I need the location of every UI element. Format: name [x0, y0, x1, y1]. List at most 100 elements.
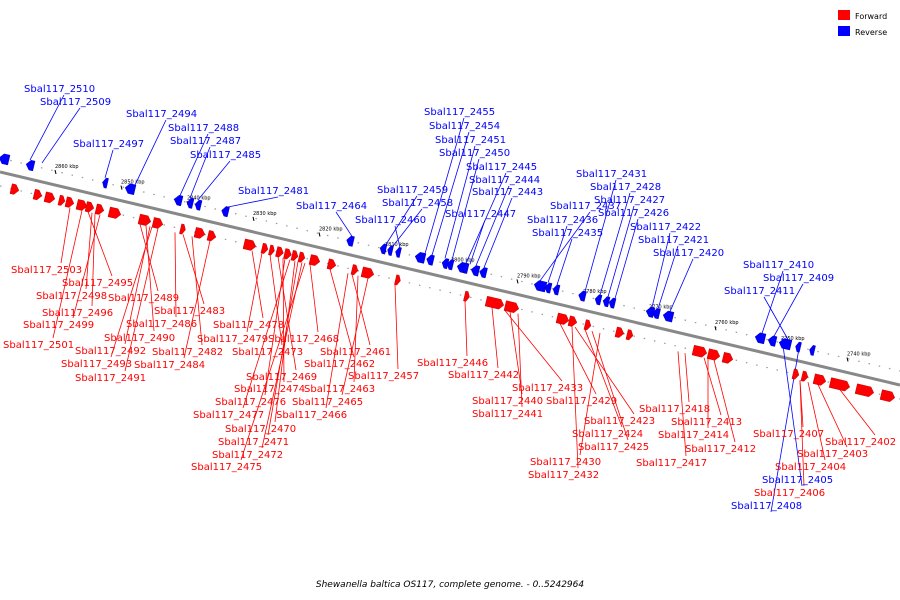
- leader-sbal117-2473: [269, 254, 283, 346]
- legend-forward-label: Forward: [855, 12, 887, 21]
- leader-sbal117-2429: [559, 323, 597, 395]
- leader-sbal117-2483: [182, 234, 205, 305]
- gene-label-sbal117-2498: Sbal117_2498: [36, 291, 107, 302]
- gene-label-sbal117-2404: Sbal117_2404: [775, 462, 846, 473]
- gene-labels: Sbal117_2510 Sbal117_2509 Sbal117_2497 Sbal…: [3, 84, 896, 512]
- gene-label-sbal117-2458: Sbal117_2458: [382, 198, 453, 209]
- gene-label-sbal117-2428: Sbal117_2428: [590, 182, 661, 193]
- axis-tick-label-2740: 2740 kbp: [847, 351, 871, 357]
- gene-label-sbal117-2403: Sbal117_2403: [797, 449, 868, 460]
- leader-sbal117-2498: [85, 212, 93, 290]
- reverse-gene-18: [479, 267, 488, 279]
- leader-sbal117-2409: [773, 283, 804, 337]
- leader-sbal117-2465: [341, 278, 369, 396]
- gene-label-sbal117-2496: Sbal117_2496: [42, 308, 113, 319]
- forward-gene-4: [64, 196, 75, 208]
- forward-gene-29: [555, 312, 570, 325]
- gene-label-sbal117-2478: Sbal117_2478: [213, 320, 284, 331]
- reverse-gene-14: [441, 258, 450, 270]
- gene-label-sbal117-2476: Sbal117_2476: [215, 397, 286, 408]
- gene-label-sbal117-2501: Sbal117_2501: [3, 340, 74, 351]
- gene-label-sbal117-2469: Sbal117_2469: [246, 372, 317, 383]
- forward-gene-35: [706, 348, 721, 361]
- gene-label-sbal117-2450: Sbal117_2450: [439, 148, 510, 159]
- leader-sbal117-2455: [424, 117, 465, 254]
- leader-sbal117-2420: [669, 258, 694, 312]
- leader-sbal117-2481: [227, 196, 279, 208]
- forward-gene-37: [791, 368, 800, 380]
- reverse-gene-34: [809, 345, 816, 356]
- leader-sbal117-2436: [547, 225, 568, 283]
- leader-sbal117-2427: [607, 205, 635, 298]
- gene-label-sbal117-2510: Sbal117_2510: [24, 84, 95, 95]
- forward-gene-16: [268, 244, 275, 256]
- gene-label-sbal117-2413: Sbal117_2413: [671, 417, 742, 428]
- gene-label-sbal117-2410: Sbal117_2410: [743, 260, 814, 271]
- gene-label-sbal117-2455: Sbal117_2455: [424, 107, 495, 118]
- gene-label-sbal117-2466: Sbal117_2466: [276, 410, 347, 421]
- forward-gene-23: [350, 264, 359, 276]
- leader-sbal117-2493: [110, 226, 153, 358]
- leader-sbal117-2441: [517, 313, 523, 408]
- leader-sbal117-2422: [651, 232, 671, 308]
- leader-sbal117-2443: [483, 197, 513, 268]
- gene-label-sbal117-2409: Sbal117_2409: [763, 273, 834, 284]
- forward-gene-0: [9, 183, 20, 195]
- forward-gene-38: [800, 370, 809, 382]
- leader-sbal117-2411: [763, 296, 789, 340]
- leader-sbal117-2468: [309, 264, 319, 333]
- gene-label-sbal117-2484: Sbal117_2484: [134, 360, 205, 371]
- forward-gene-27: [484, 295, 505, 310]
- leader-sbal117-2510: [29, 94, 65, 161]
- axis-tick-2830: [252, 216, 255, 221]
- forward-gene-40: [828, 377, 850, 392]
- reverse-gene-12: [414, 252, 427, 264]
- leader-sbal117-2417: [677, 351, 687, 457]
- forward-gene-41: [854, 383, 875, 397]
- axis-tick-label-2860: 2860 kbp: [55, 164, 79, 170]
- reverse-gene-11: [395, 247, 402, 258]
- forward-gene-9: [137, 213, 152, 226]
- forward-gene-21: [308, 254, 321, 266]
- axis-tick-2790: [516, 279, 519, 284]
- gene-label-sbal117-2488: Sbal117_2488: [168, 123, 239, 134]
- leader-sbal117-2428: [599, 192, 631, 296]
- forward-gene-5: [75, 199, 88, 211]
- reverse-gene-33: [795, 341, 802, 353]
- forward-gene-26: [463, 290, 470, 302]
- reverse-gene-21: [544, 282, 553, 294]
- leader-sbal117-2402: [839, 389, 876, 436]
- leader-sbal117-2490: [145, 225, 155, 332]
- leader-sbal117-2476: [264, 258, 286, 396]
- axis-tick-label-2840: 2840 kbp: [187, 195, 211, 201]
- gene-label-sbal117-2465: Sbal117_2465: [292, 397, 363, 408]
- leader-sbal117-2491: [124, 228, 159, 372]
- forward-gene-18: [283, 248, 292, 260]
- forward-gene-34: [691, 344, 708, 358]
- forward-strand-guide: [0, 185, 900, 400]
- leader-sbal117-2450: [451, 158, 480, 261]
- gene-label-sbal117-2427: Sbal117_2427: [594, 195, 665, 206]
- gene-label-sbal117-2474: Sbal117_2474: [234, 384, 305, 395]
- gene-label-sbal117-2425: Sbal117_2425: [578, 442, 649, 453]
- reverse-gene-32: [778, 338, 793, 351]
- gene-label-sbal117-2418: Sbal117_2418: [639, 404, 710, 415]
- gene-label-sbal117-2435: Sbal117_2435: [532, 228, 603, 239]
- reverse-gene-8: [346, 235, 355, 247]
- leader-sbal117-2462: [329, 268, 355, 358]
- leader-sbal117-2459: [385, 195, 418, 245]
- gene-label-sbal117-2445: Sbal117_2445: [466, 162, 537, 173]
- leader-sbal117-2497: [104, 149, 114, 178]
- forward-gene-20: [297, 251, 306, 263]
- gene-label-sbal117-2471: Sbal117_2471: [218, 437, 289, 448]
- leader-sbal117-2495: [87, 211, 113, 277]
- gene-label-sbal117-2424: Sbal117_2424: [572, 429, 643, 440]
- leader-sbal117-2404: [807, 382, 826, 461]
- forward-gene-42: [879, 389, 896, 402]
- leader-sbal117-2484: [183, 240, 211, 359]
- leader-sbal117-2496: [91, 213, 96, 307]
- reverse-gene-31: [767, 335, 778, 347]
- leader-sbal117-2475: [240, 263, 306, 461]
- gene-label-sbal117-2464: Sbal117_2464: [296, 201, 367, 212]
